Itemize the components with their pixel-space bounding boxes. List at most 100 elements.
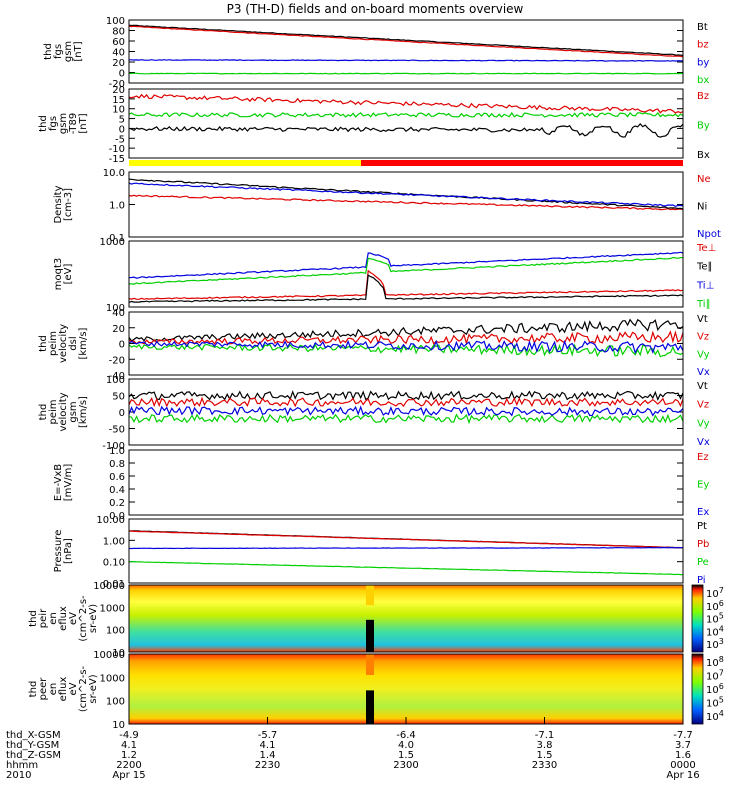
panel-3-tick-label: 1.0 — [109, 201, 125, 212]
series-label-Te∥: Te∥ — [696, 262, 713, 273]
series-label-Ey: Ey — [697, 480, 709, 491]
series-line-Npot — [128, 182, 684, 208]
series-line-Bt — [128, 24, 684, 56]
panel-2-tick-label: -5 — [115, 134, 125, 145]
panel-8-tick-label: 0.10 — [103, 558, 125, 569]
panel-2-tick-label: 5 — [119, 115, 125, 126]
series-label-Ne: Ne — [697, 174, 711, 185]
x-tick-label: -4.9 — [119, 730, 139, 741]
x-row-label: 2010 — [6, 770, 31, 781]
panel-1-tick-label: 80 — [112, 27, 125, 38]
series-label-Ti⊥: Ti⊥ — [696, 280, 714, 291]
panel-7-tick-label: 0.4 — [109, 485, 125, 496]
x-tick-label: -6.4 — [396, 730, 416, 741]
series-line-Vt — [128, 318, 684, 342]
panel-7-tick-label: 1.0 — [109, 446, 125, 457]
series-label-Pi: Pi — [697, 575, 706, 586]
series-label-Bz: Bz — [697, 91, 709, 102]
x-tick-label: 1.2 — [121, 750, 137, 761]
panel-6-tick-label: 50 — [112, 392, 125, 403]
series-label-by: by — [697, 57, 709, 68]
panel-7-ylabel: E=-VxB — [53, 464, 64, 501]
series-line-Bx — [128, 122, 684, 138]
panel-2-ylabel: thd — [38, 115, 49, 132]
panel-8-ylabel: [nPa] — [63, 538, 74, 564]
panel-9-ylabel: (cm^2-s- — [78, 595, 89, 642]
mode-bar-fast — [361, 160, 683, 166]
panel-5-ylabel: velocity — [58, 324, 69, 363]
panel-6-ylabel: thd — [38, 404, 49, 421]
series-line-Ti⊥ — [128, 251, 684, 279]
panel-5-tick-label: 0 — [119, 340, 125, 351]
panel-5-ylabel: thd — [38, 335, 49, 352]
mode-bar-slow — [129, 160, 361, 166]
panel-7: E=-VxB [mV/m] 1.0 0.8 0.6 0.4 0.2 0.0 Ez Ey Ex — [53, 446, 709, 522]
x-row-label: hhmm — [6, 760, 38, 771]
panel-7-tick-label: 0.2 — [109, 498, 125, 509]
panel-5-tick-label: 20 — [112, 324, 125, 335]
panel-1-tick-label: 100 — [106, 16, 125, 27]
x-tick-label: 2230 — [255, 760, 280, 771]
panel-9-tick-label: 100 — [106, 626, 125, 637]
x-tick-label: Apr 16 — [666, 770, 699, 781]
panel-2-tick-label: 0 — [119, 124, 125, 135]
series-line-Ne — [128, 194, 684, 211]
series-line-bx — [128, 72, 684, 75]
x-row-label: thd_Y-GSM — [6, 740, 59, 751]
panel-10-ylabel: sr-eV) — [88, 674, 99, 703]
panel-9-ylabel: eflux — [58, 606, 69, 631]
panel-2-ylabel: -T89 — [68, 113, 79, 135]
panel-2-ylabel: [nT] — [78, 113, 89, 133]
series-line-Vz — [128, 330, 684, 346]
panel-frame — [128, 584, 684, 653]
panel-8: Pressure [nPa] 10.00 1.00 0.10 0.01 Pt Pb Pe Pi — [53, 515, 709, 590]
panel-frame — [128, 240, 684, 308]
panel-7-ylabel: [mV/m] — [63, 464, 74, 502]
colorbar-label: 104 — [706, 709, 724, 723]
series-label-Vt: Vt — [697, 314, 708, 325]
panel-7-tick-label: 0.6 — [109, 472, 125, 483]
panel-9-tick-label: 10 — [112, 648, 125, 659]
panel-10-tick-label: 10000 — [93, 650, 125, 661]
panel-1-tick-label: 60 — [112, 37, 125, 48]
panel-2-ylabel: fgs — [48, 116, 59, 131]
series-label-By: By — [697, 121, 710, 132]
panel-1-ylabel: thd — [43, 43, 54, 60]
x-tick-label: -7.1 — [535, 730, 555, 741]
series-label-Vx: Vx — [697, 367, 710, 378]
series-label-Vy: Vy — [697, 349, 710, 360]
chart-title: P3 (TH-D) fields and on-board moments ov… — [226, 2, 524, 16]
x-tick-label: 3.8 — [537, 740, 553, 751]
x-row-label: thd_X-GSM — [6, 730, 61, 741]
spectrogram — [129, 654, 683, 724]
panel-5-tick-label: -20 — [109, 355, 125, 366]
panel-5-tick-label: -40 — [109, 371, 125, 382]
panel-5-ylabel: peim — [48, 331, 59, 356]
series-line-Vt — [128, 390, 684, 401]
panel-4-ylabel: moqt3 — [53, 258, 64, 291]
x-tick-label: Apr 15 — [112, 770, 145, 781]
panel-2-tick-label: 15 — [112, 95, 125, 106]
x-row-label: thd_Z-GSM — [6, 750, 61, 761]
panel-1-tick-label: 20 — [112, 58, 125, 69]
data-gap-top — [366, 585, 374, 606]
panel-6-ylabel: peim — [48, 399, 59, 424]
panel-3-ylabel: Density — [53, 185, 64, 223]
panel-2-tick-label: 20 — [112, 85, 125, 96]
series-label-bx: bx — [697, 75, 709, 86]
series-line-Vx — [128, 339, 684, 355]
panel-6-ylabel: velocity — [58, 392, 69, 431]
series-label-Te⊥: Te⊥ — [696, 243, 716, 254]
panel-7-tick-label: 0.0 — [109, 511, 125, 522]
data-gap — [366, 619, 374, 652]
series-label-Pe: Pe — [697, 557, 709, 568]
colorbar-label: 106 — [706, 682, 724, 696]
data-gap-top — [366, 654, 374, 675]
series-label-Pt: Pt — [697, 521, 707, 532]
x-tick-label: 4.0 — [398, 740, 414, 751]
panel-9-tick-label: 10000 — [93, 581, 125, 592]
series-label-Bx: Bx — [697, 150, 710, 161]
panel-1-ylabel: [nT] — [73, 41, 84, 61]
